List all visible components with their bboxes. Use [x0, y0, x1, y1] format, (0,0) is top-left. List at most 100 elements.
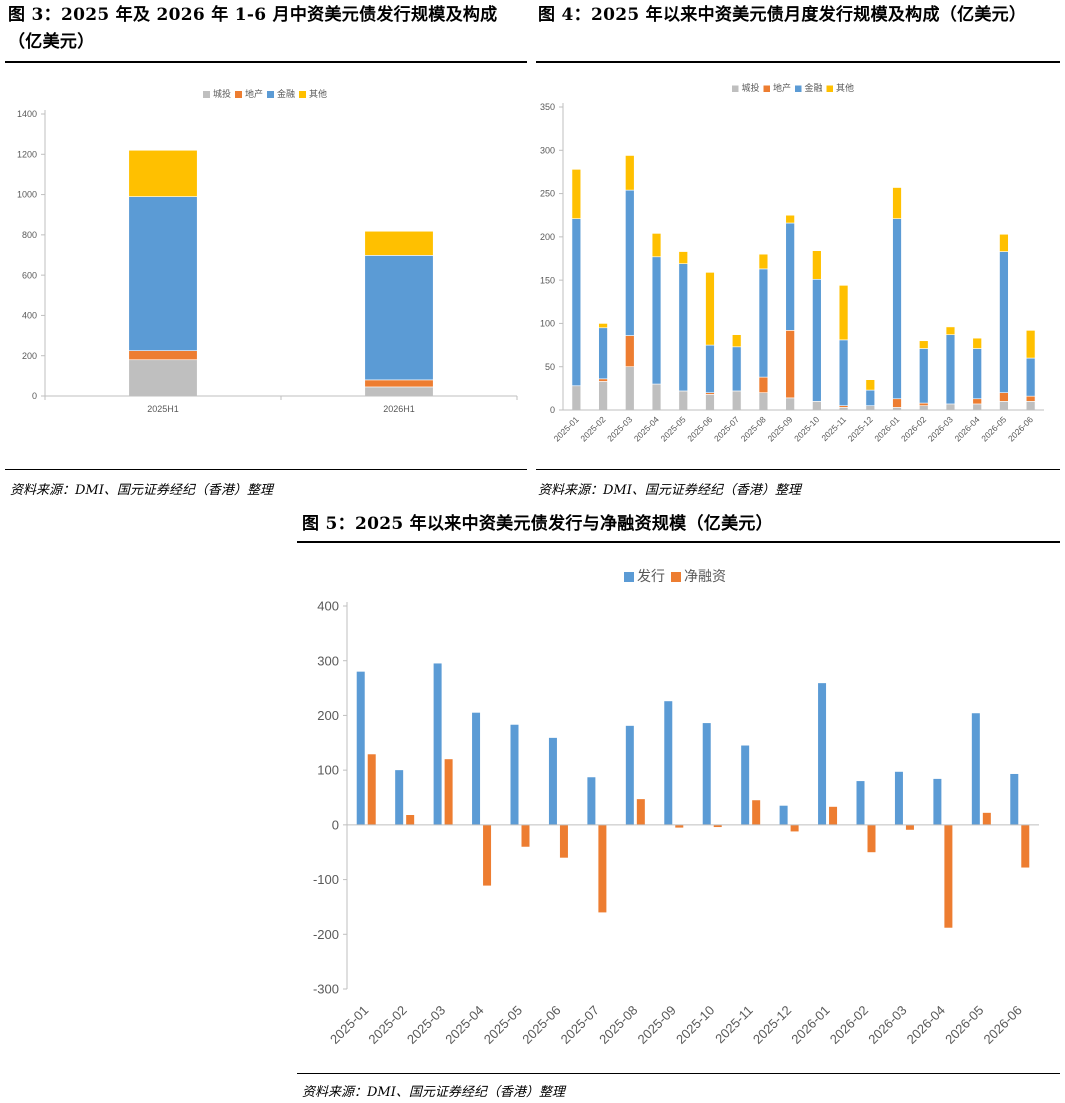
y-tick-label: 1000: [17, 190, 37, 200]
bar-其他-2025-12: [865, 379, 876, 391]
y-axis: 0 50 100 150 200 250 300 350: [540, 102, 564, 415]
bar-其他-2026-01: [892, 187, 902, 219]
bar-地产-2026H1: [364, 379, 434, 388]
figure-5-source: 资料来源：DMI、国元证券经纪（香港）整理: [302, 1085, 565, 1100]
bar-城投-2025-03: [625, 366, 635, 411]
bar-城投-2025-12: [865, 405, 876, 411]
legend-label-0: 发行: [637, 568, 665, 584]
bar-发行-2026-06: [1010, 773, 1019, 825]
bar-净融资-2025-01: [367, 754, 376, 825]
bar-净融资-2026-04: [944, 824, 953, 928]
x-tick-label: 2026-02: [827, 1003, 871, 1047]
y-tick-label: 150: [540, 275, 555, 285]
bar-地产-2026-05: [999, 392, 1009, 402]
legend-label-0: 城投: [742, 82, 760, 93]
legend: 发行 净融资: [624, 568, 726, 584]
x-tick-label: 2025-05: [481, 1003, 525, 1047]
legend-label-2: 金融: [277, 88, 295, 99]
x-axis: 2025-012025-022025-032025-042025-052025-…: [327, 1003, 1025, 1047]
figure-4-svg: 城投 地产 金融 其他0501001502002503003502025-012025…: [540, 82, 1044, 443]
bar-净融资-2026-05: [982, 812, 991, 825]
bar-城投-2025-05: [678, 390, 688, 411]
y-tick-label: 350: [540, 102, 555, 112]
x-axis: 2025H1 2026H1: [44, 396, 518, 414]
bar-城投-2026-02: [919, 405, 929, 411]
bar-净融资-2026-06: [1021, 824, 1030, 868]
x-tick-label: 2026-03: [926, 414, 955, 443]
x-tick-label: 2025-09: [765, 414, 794, 443]
bar-净融资-2025-12: [790, 824, 799, 832]
bar-金融-2026H1: [364, 255, 434, 381]
y-tick-label: 200: [540, 232, 555, 242]
bar-净融资-2025-10: [713, 824, 722, 828]
bar-金融-2025-12: [865, 389, 876, 406]
y-tick-label: 200: [317, 708, 339, 723]
x-tick-label: 2025-02: [365, 1003, 409, 1047]
bar-金融-2025-03: [625, 189, 635, 336]
y-tick-label: 300: [540, 145, 555, 155]
x-tick-label: 2026-01: [872, 414, 901, 443]
bars: [571, 155, 1036, 411]
figure-5-bottom-rule: [297, 1073, 1060, 1074]
bar-城投-2026-06: [1025, 401, 1036, 411]
bar-金融-2025-02: [598, 327, 608, 380]
bar-其他-2025-01: [571, 169, 582, 219]
bar-净融资-2025-08: [636, 799, 645, 825]
bar-其他-2025-07: [731, 334, 742, 348]
bar-其他-2025-03: [625, 155, 635, 191]
legend-swatch-0: [732, 85, 739, 92]
figure-5-top-rule: [297, 541, 1060, 543]
x-tick-label: 2025-09: [635, 1003, 679, 1047]
bar-发行-2026-02: [856, 781, 865, 825]
bar-地产-2026-04: [972, 398, 982, 405]
bar-净融资-2025-11: [752, 800, 761, 825]
bar-金融-2025-11: [838, 339, 849, 406]
bar-金融-2025-09: [785, 222, 795, 331]
x-tick-label: 2025-12: [750, 1003, 794, 1047]
legend-label-1: 地产: [773, 82, 791, 93]
figure-4-chart: 城投 地产 金融 其他 0 50 100 150 200 250 300 350 2025-01 2025…: [536, 62, 1060, 468]
y-tick-label: 200: [22, 351, 37, 361]
legend-swatch-3: [826, 85, 833, 92]
x-tick-label: 2025-10: [792, 414, 821, 443]
y-tick-label: 300: [317, 653, 339, 668]
x-tick-label: 2025-06: [685, 414, 714, 443]
bar-地产-2026-01: [892, 398, 902, 408]
x-tick-label: 2025-07: [558, 1003, 602, 1047]
bar-净融资-2026-01: [829, 806, 838, 825]
x-tick-label: 2026-02: [899, 414, 928, 443]
bar-发行-2025-04: [472, 712, 481, 825]
x-tick-label: 2025-04: [442, 1003, 486, 1047]
bar-金融-2026-04: [972, 348, 982, 400]
bar-城投-2026-04: [972, 403, 982, 411]
bar-金融-2025H1: [128, 196, 198, 351]
bar-其他-2025-05: [678, 251, 688, 264]
bar-发行-2026-05: [971, 713, 980, 825]
bar-发行-2025-01: [356, 671, 365, 825]
legend-swatch-2: [267, 91, 274, 98]
bar-金融-2026-06: [1025, 357, 1036, 397]
bar-城投-2025-06: [705, 394, 715, 411]
bar-金融-2025-06: [705, 344, 715, 393]
bar-净融资-2025-03: [444, 759, 453, 825]
bar-净融资-2026-03: [905, 824, 914, 830]
bar-金融-2025-01: [571, 218, 582, 387]
y-tick-label: -100: [313, 872, 339, 887]
bar-其他-2025-06: [705, 272, 715, 346]
figure-3-top-rule: [5, 61, 527, 63]
bar-金融-2026-05: [999, 251, 1009, 393]
bar-其他-2025-02: [598, 323, 608, 329]
legend-label-3: 其他: [836, 82, 854, 93]
x-tick-label: 2025-03: [404, 1003, 448, 1047]
x-tick-label: 2026-06: [1006, 414, 1035, 443]
bar-发行-2025-10: [702, 723, 711, 825]
figure-3-chart: 城投 地产 金融 其他 0 200 400 600 800 1000 1200 1400 2025H1 2…: [5, 62, 527, 468]
x-tick-label: 2025-03: [605, 414, 634, 443]
legend-swatch-1: [763, 85, 770, 92]
y-tick-label: -300: [313, 982, 339, 997]
bar-城投-2025-04: [651, 383, 662, 411]
x-tick-label: 2026-05: [942, 1003, 986, 1047]
y-tick-label: 1400: [17, 109, 37, 119]
bar-城投-2025-02: [598, 381, 608, 411]
x-tick-label: 2025-11: [819, 414, 848, 443]
